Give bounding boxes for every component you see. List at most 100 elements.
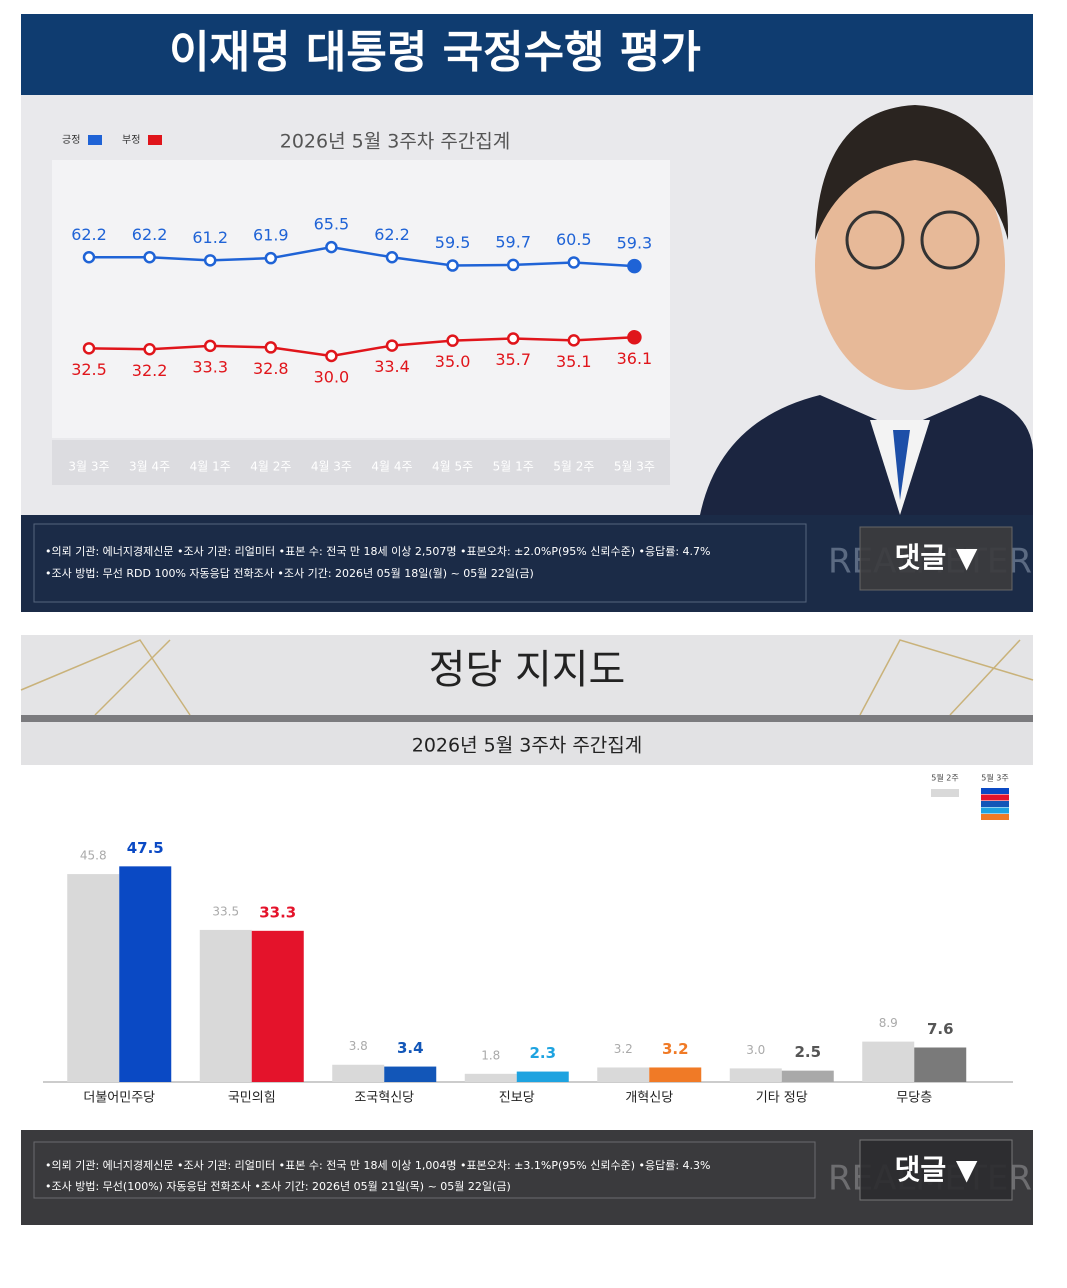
point — [446, 334, 459, 347]
category-band — [52, 440, 672, 485]
x-tick-label: 4월 2주 — [250, 460, 291, 474]
decor-lines — [20, 639, 1034, 716]
bar — [119, 866, 172, 1082]
point — [325, 240, 338, 254]
x-tick-label: 무당층 — [896, 1091, 932, 1106]
x-tick-label: 조국혁신당 — [354, 1091, 414, 1106]
chart-title: 정당 지지도 — [429, 647, 626, 693]
point — [567, 334, 581, 347]
subtitle-band — [21, 722, 1033, 765]
comment-button-label[interactable]: 댓글 ▼ — [895, 1153, 978, 1186]
legend-swatch — [981, 807, 1009, 814]
x-tick-label: 5월 3주 — [614, 460, 655, 474]
value-label: 35.1 — [556, 352, 592, 371]
point — [143, 343, 156, 356]
value-label: 33.3 — [259, 903, 296, 921]
x-tick-label: 4월 4주 — [371, 460, 412, 474]
bar — [649, 1067, 702, 1082]
x-tick-label: 5월 1주 — [493, 460, 534, 474]
value-label: 62.2 — [374, 225, 410, 244]
bar — [384, 1066, 437, 1082]
value-label: 61.2 — [192, 228, 228, 247]
point — [203, 339, 217, 353]
value-label: 45.8 — [80, 849, 107, 863]
value-label: 8.9 — [879, 1016, 898, 1030]
header-band — [21, 635, 1033, 715]
note: •조사 방법: 무선(100%) 자동응답 전화조사 •조사 기간: 2026년… — [45, 1179, 511, 1193]
bar — [862, 1041, 915, 1082]
x-tick-label: 진보당 — [499, 1091, 535, 1106]
point — [82, 251, 96, 264]
value-label: 62.2 — [71, 225, 107, 244]
portrait — [670, 95, 1033, 515]
x-tick-label: 4월 3주 — [311, 460, 352, 474]
chart-title: 이재명 대통령 국정수행 평가 — [169, 27, 701, 78]
bar — [914, 1047, 967, 1082]
divider — [21, 715, 1033, 722]
x-tick-label: 더불어민주당 — [83, 1091, 155, 1106]
value-label: 59.5 — [435, 233, 471, 252]
value-label: 3.8 — [349, 1039, 368, 1053]
comment-button[interactable] — [859, 1139, 1013, 1201]
legend-swatch — [981, 788, 1009, 794]
value-label: 65.5 — [314, 215, 350, 234]
header-band — [21, 14, 1033, 95]
point — [325, 349, 338, 363]
point — [385, 339, 399, 352]
value-label: 1.8 — [481, 1048, 500, 1062]
legend-label: 5월 2주 — [931, 773, 958, 783]
notes-box — [33, 523, 807, 603]
x-tick-label: 3월 4주 — [129, 460, 170, 474]
point — [627, 258, 642, 274]
bar — [67, 874, 120, 1082]
value-label: 59.3 — [617, 234, 653, 253]
x-tick-label: 3월 3주 — [68, 460, 109, 474]
x-tick-label: 5월 2주 — [553, 460, 594, 474]
value-label: 33.3 — [192, 357, 228, 376]
chart-subtitle: 2026년 5월 3주차 주간집계 — [412, 735, 643, 757]
value-label: 2.5 — [794, 1043, 821, 1061]
x-tick-label: 기타 정당 — [756, 1091, 808, 1106]
value-label: 61.9 — [253, 226, 289, 245]
notes-box — [33, 1141, 816, 1199]
note: •의뢰 기관: 에너지경제신문 •조사 기관: 리얼미터 •표본 수: 전국 만… — [45, 544, 710, 558]
comment-button[interactable] — [859, 526, 1013, 591]
value-label: 62.2 — [132, 225, 168, 244]
x-tick-label: 4월 1주 — [190, 460, 231, 474]
value-label: 2.3 — [529, 1044, 556, 1062]
bar — [597, 1067, 650, 1082]
value-label: 59.7 — [495, 232, 531, 251]
point — [627, 330, 642, 345]
value-label: 35.7 — [495, 350, 531, 369]
value-label: 3.0 — [746, 1043, 765, 1057]
plot-bg — [52, 160, 672, 438]
value-label: 3.2 — [662, 1040, 689, 1058]
point — [385, 251, 399, 264]
comment-button-label[interactable]: 댓글 ▼ — [895, 541, 978, 574]
point — [82, 342, 96, 355]
value-label: 60.5 — [556, 230, 592, 249]
point — [446, 259, 459, 272]
x-tick-label: 국민의힘 — [228, 1091, 276, 1106]
value-label: 33.5 — [212, 904, 239, 918]
bar — [516, 1071, 569, 1082]
legend-swatch — [148, 135, 162, 145]
legend-label: 부정 — [122, 134, 140, 146]
note: •조사 방법: 무선 RDD 100% 자동응답 전화조사 •조사 기간: 20… — [45, 566, 534, 580]
value-label: 30.0 — [314, 368, 350, 387]
point — [506, 258, 520, 272]
value-label: 3.4 — [397, 1039, 424, 1057]
chart-subtitle: 2026년 5월 3주차 주간집계 — [280, 131, 511, 153]
legend-swatch — [981, 801, 1009, 807]
bar — [781, 1070, 834, 1082]
point — [506, 332, 520, 345]
point — [264, 251, 278, 265]
value-label: 32.2 — [132, 361, 168, 380]
series-line — [89, 245, 635, 268]
value-label: 3.2 — [614, 1042, 633, 1056]
bar — [251, 930, 304, 1082]
bar — [464, 1073, 517, 1082]
value-label: 33.4 — [374, 357, 410, 376]
series-line — [88, 336, 635, 358]
